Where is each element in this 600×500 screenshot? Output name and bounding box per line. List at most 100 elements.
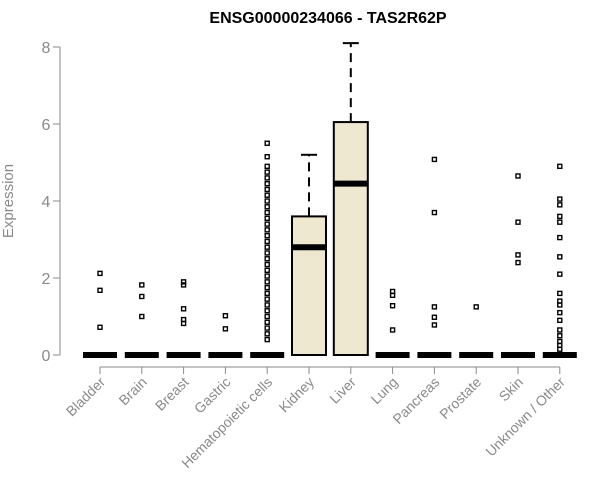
- outlier-point: [264, 336, 270, 343]
- outlier-point: [264, 284, 270, 291]
- outlier-point: [264, 296, 270, 302]
- outlier-point: [557, 298, 563, 304]
- outlier-point: [515, 173, 521, 179]
- outlier-point: [222, 313, 229, 319]
- outlier-point: [264, 163, 270, 170]
- box-hematopoietic-cells: [250, 140, 285, 358]
- outlier-point: [264, 325, 270, 331]
- outlier-point: [557, 163, 563, 170]
- outlier-point: [431, 209, 438, 216]
- outlier-point: [557, 219, 563, 225]
- outlier-point: [557, 338, 563, 345]
- outlier-point: [557, 202, 563, 208]
- y-tick-label: 4: [42, 194, 51, 211]
- y-tick-label: 8: [42, 40, 51, 57]
- box-prostate: [459, 304, 494, 358]
- outlier-point: [264, 215, 270, 222]
- x-tick-label: Skin: [496, 374, 527, 405]
- outlier-point: [264, 273, 270, 279]
- outlier-point: [264, 221, 270, 227]
- box-bladder: [83, 270, 117, 358]
- outlier-point: [139, 293, 145, 300]
- boxes-group: [83, 42, 577, 358]
- y-tick-label: 2: [42, 271, 51, 288]
- y-axis-label: Expression: [0, 164, 17, 238]
- outlier-point: [97, 324, 103, 330]
- outlier-point: [180, 316, 187, 323]
- box-lung: [375, 288, 410, 358]
- x-tick-label: Kidney: [276, 374, 318, 416]
- x-tick-label: Liver: [326, 374, 359, 407]
- y-axis: 0 2 4 6 8: [42, 40, 61, 365]
- outlier-point: [264, 256, 270, 262]
- outlier-point: [139, 282, 145, 288]
- x-tick-label: Unknown / Other: [482, 374, 568, 460]
- outlier-point: [264, 267, 270, 273]
- chart-title: ENSG00000234066 - TAS2R62P: [209, 10, 447, 27]
- outlier-point: [264, 279, 270, 285]
- outlier-point: [557, 317, 563, 324]
- outlier-point: [264, 227, 270, 233]
- outlier-point: [264, 209, 270, 216]
- box-brain: [124, 282, 159, 358]
- outlier-point: [264, 261, 270, 268]
- x-tick-label: Prostate: [436, 374, 484, 422]
- outlier-point: [264, 140, 270, 146]
- outlier-point: [264, 331, 270, 337]
- outlier-point: [557, 290, 563, 297]
- outlier-point: [264, 238, 270, 245]
- box-unknown-other: [542, 163, 577, 358]
- box-skin: [501, 173, 535, 358]
- outlier-point: [180, 279, 187, 285]
- outlier-point: [431, 304, 438, 310]
- x-tick-label: Brain: [115, 374, 149, 408]
- outlier-point: [264, 154, 270, 160]
- outlier-point: [431, 322, 438, 328]
- outlier-point: [557, 254, 563, 260]
- outlier-point: [264, 175, 270, 181]
- y-tick-label: 6: [42, 117, 51, 134]
- outlier-point: [557, 327, 563, 333]
- outlier-point: [264, 290, 270, 297]
- outlier-point: [557, 234, 563, 241]
- outlier-point: [557, 271, 563, 277]
- outlier-point: [264, 180, 270, 187]
- box-gastric: [208, 313, 243, 358]
- box-kidney: [291, 153, 327, 356]
- box-body: [332, 121, 369, 356]
- outlier-point: [389, 327, 396, 333]
- outlier-point: [515, 252, 521, 258]
- outlier-point: [264, 308, 270, 314]
- outlier-point: [180, 282, 187, 288]
- outlier-point: [389, 303, 396, 309]
- box-liver: [332, 42, 369, 356]
- outlier-point: [222, 326, 229, 332]
- x-tick-label: Breast: [152, 374, 192, 414]
- outlier-point: [264, 169, 270, 175]
- outlier-point: [515, 259, 521, 266]
- outlier-point: [139, 313, 145, 320]
- outlier-point: [557, 196, 563, 202]
- x-tick-label: Lung: [367, 374, 400, 407]
- outlier-point: [264, 319, 270, 325]
- outlier-point: [264, 244, 270, 250]
- outlier-point: [264, 250, 270, 256]
- box-body: [291, 215, 327, 356]
- outlier-point: [515, 219, 521, 225]
- outlier-point: [473, 304, 479, 310]
- outlier-point: [264, 198, 270, 204]
- outlier-point: [557, 213, 563, 220]
- outlier-point: [557, 309, 563, 316]
- outlier-point: [264, 313, 270, 320]
- outlier-point: [264, 186, 270, 193]
- outlier-point: [97, 287, 103, 294]
- y-tick-label: 0: [42, 348, 51, 365]
- box-pancreas: [417, 156, 452, 358]
- outlier-point: [264, 204, 270, 210]
- outlier-point: [389, 288, 396, 295]
- outlier-point: [264, 192, 270, 198]
- box-breast: [166, 279, 201, 358]
